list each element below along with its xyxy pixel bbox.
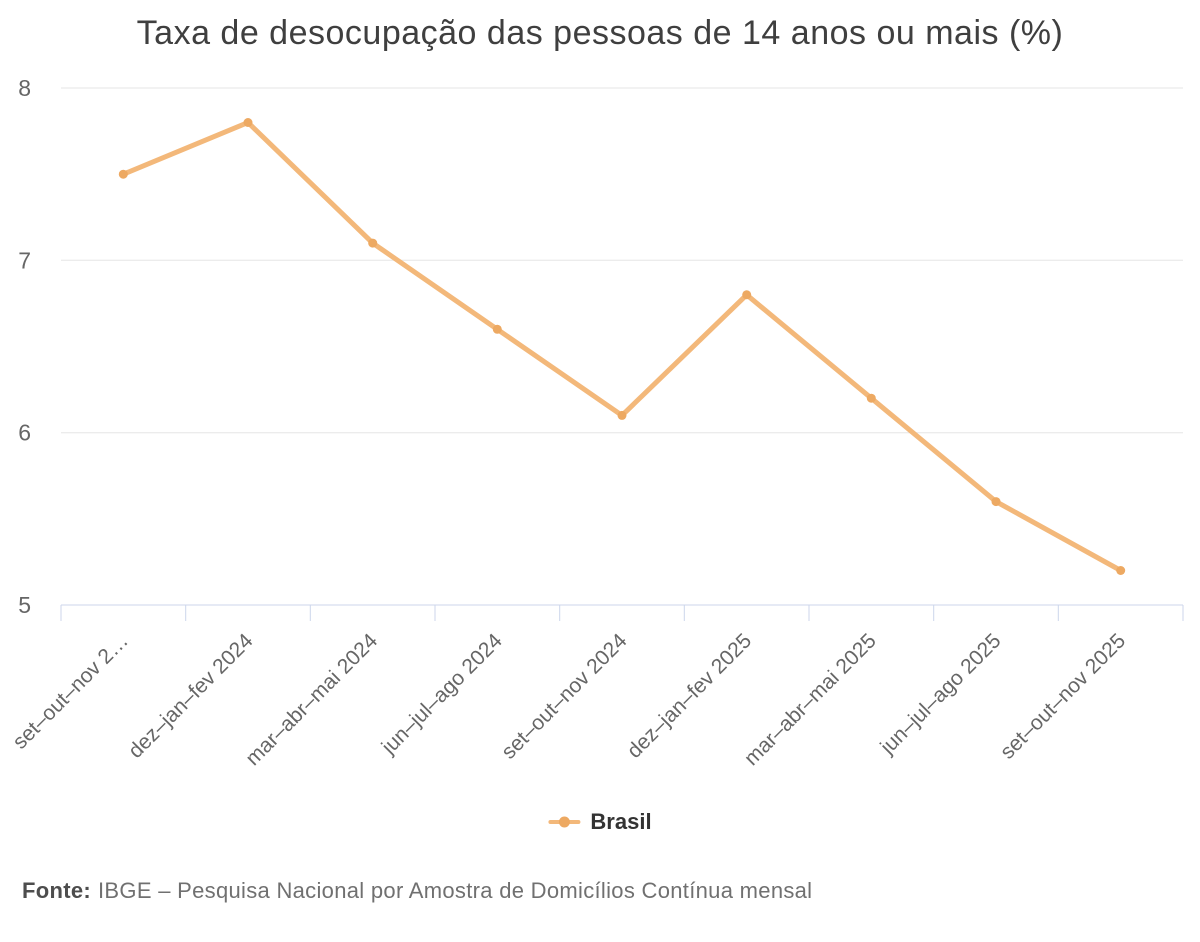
source-label: Fonte: [22, 878, 92, 903]
series-line-brasil[interactable] [120, 120, 1124, 573]
source-text: IBGE – Pesquisa Nacional por Amostra de … [98, 878, 813, 903]
legend-item-brasil[interactable]: Brasil [548, 809, 652, 835]
data-point[interactable] [991, 497, 1001, 507]
y-axis-tick-label: 8 [18, 75, 31, 101]
y-axis-tick-label: 6 [18, 420, 31, 446]
x-axis-tick-label: dez–jan–fev 2025 [623, 629, 757, 763]
data-point[interactable] [866, 393, 876, 403]
x-axis-tick-label: jun–jul–ago 2024 [377, 629, 507, 759]
x-axis-tick-label: set–out–nov 2024 [497, 629, 632, 764]
data-point[interactable] [243, 118, 253, 127]
data-point[interactable] [118, 169, 128, 179]
y-axis-tick-label: 7 [18, 247, 31, 273]
legend-dot-icon [558, 816, 570, 828]
x-axis-tick-label: jun–jul–ago 2025 [875, 629, 1005, 759]
legend-line-icon [548, 816, 581, 828]
chart-title: Taxa de desocupação das pessoas de 14 an… [136, 14, 1064, 52]
data-point[interactable] [617, 410, 627, 420]
x-axis-tick-label: dez–jan–fev 2024 [124, 629, 258, 763]
data-point[interactable] [492, 324, 502, 334]
x-axis-tick-label: set–out–nov 2025 [996, 629, 1130, 763]
source-note: Fonte: IBGE – Pesquisa Nacional por Amost… [22, 878, 812, 904]
legend-label: Brasil [590, 809, 652, 834]
x-axis-tick-label: mar–abr–mai 2024 [241, 629, 382, 770]
data-point[interactable] [742, 290, 752, 300]
x-axis-tick-label: mar–abr–mai 2025 [740, 629, 881, 770]
data-point[interactable] [368, 238, 378, 248]
data-point[interactable] [1116, 566, 1126, 575]
x-axis-tick-label: set–out–nov 2… [8, 629, 132, 753]
y-axis-tick-label: 5 [18, 592, 31, 618]
